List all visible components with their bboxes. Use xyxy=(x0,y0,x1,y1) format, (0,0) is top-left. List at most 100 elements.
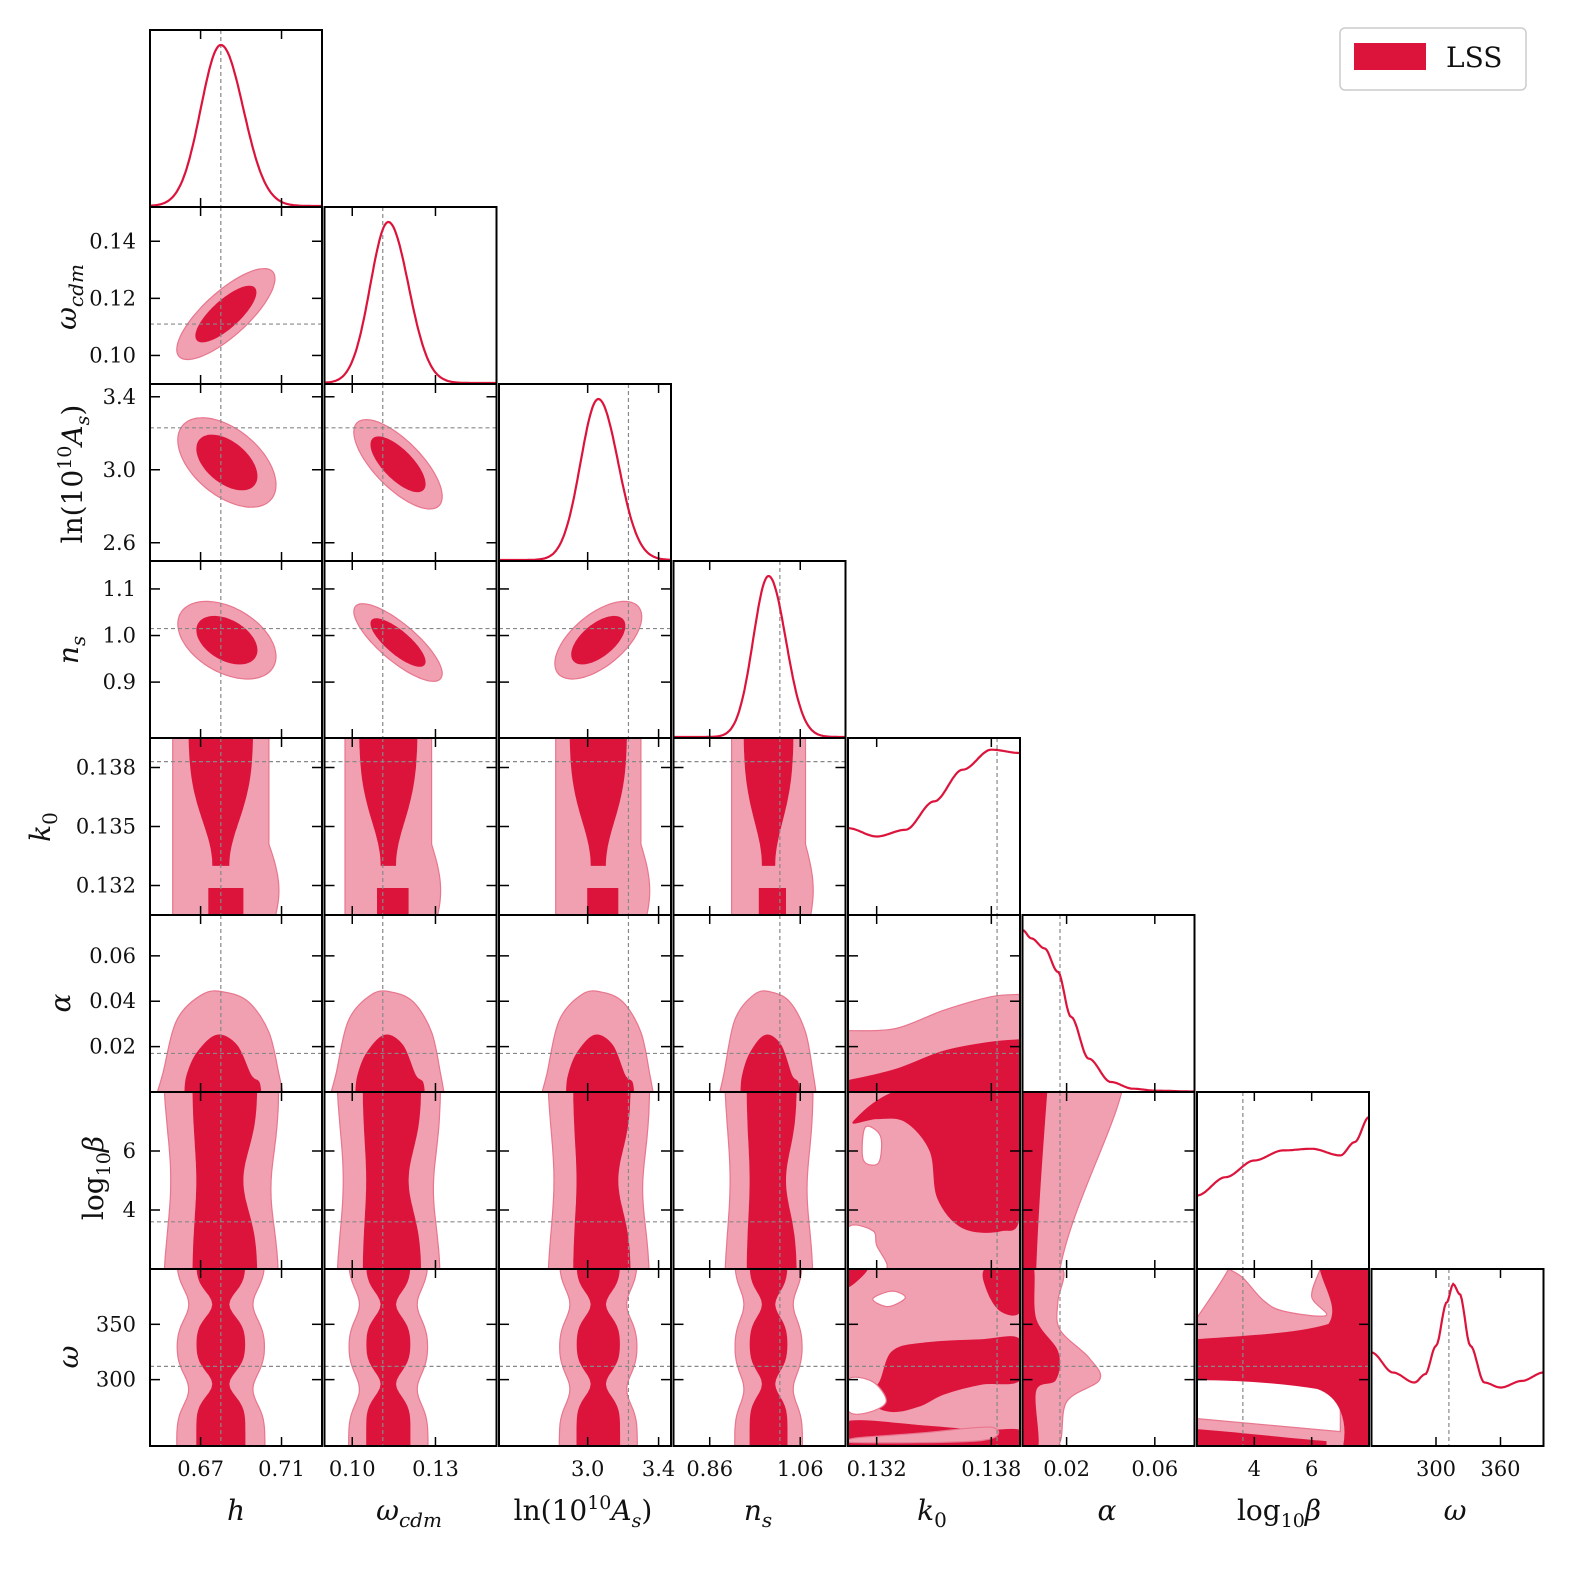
y-ticks-omega: 300 350 xyxy=(96,1312,136,1391)
y-tick-label: 0.10 xyxy=(89,343,136,367)
contour-68 xyxy=(569,738,627,866)
contour-68 xyxy=(743,738,794,866)
contour-68 xyxy=(1022,1092,1048,1269)
panel-frame xyxy=(149,1268,323,1447)
y-tick-label: 0.12 xyxy=(89,286,136,310)
y-tick-label: 0.06 xyxy=(89,944,136,968)
xlabel-k0: k0 xyxy=(917,1494,947,1532)
pair-panel-n_s-vs-h xyxy=(149,560,323,739)
y-ticks-ln10As: 2.6 3.0 3.4 xyxy=(103,385,136,555)
contour-95 xyxy=(848,1426,1000,1444)
pair-panel-log10beta-vs-h xyxy=(149,1091,323,1270)
panel-frame xyxy=(847,1268,1021,1447)
x-ticks-omega: 300 360 xyxy=(1416,1457,1521,1481)
contour-68 xyxy=(573,1092,631,1269)
contour-68 xyxy=(587,888,619,915)
contour-95 xyxy=(1022,1092,1123,1269)
x-tick-label: 0.06 xyxy=(1131,1457,1178,1481)
corner-panels: 0.10 0.12 0.14 2.6 3.0 3.4 0.9 1.0 1.1 0.132 0.135… xyxy=(76,29,1545,1481)
x-tick-label: 0.67 xyxy=(177,1457,224,1481)
pair-panel-k0-vs-h xyxy=(149,737,323,916)
pair-panel-alpha-vs-n_s xyxy=(672,914,847,1093)
ylabel-omega-cdm: ωcdm xyxy=(50,264,88,330)
contour-68 xyxy=(359,738,418,866)
y-tick-label: 0.04 xyxy=(89,989,136,1013)
contour-68 xyxy=(366,1269,411,1446)
y-tick-label: 0.14 xyxy=(89,229,136,253)
legend-label: LSS xyxy=(1446,41,1502,74)
ylabel-ln10as: ln(1010As) xyxy=(54,405,94,544)
pair-panel-omega-vs-k0 xyxy=(847,1268,1021,1447)
pair-panel-omega-vs-alpha xyxy=(1021,1268,1196,1447)
pair-panel-log10beta-vs-k0 xyxy=(847,1091,1021,1270)
y-axis-labels: ωcdm ln(1010As) ns k0 α log10β ω xyxy=(24,264,115,1368)
y-ticks-n_s: 0.9 1.0 1.1 xyxy=(103,577,136,694)
xlabel-log10beta: log10β xyxy=(1237,1494,1321,1532)
pair-panel-alpha-vs-k0 xyxy=(847,914,1021,1093)
marginal-curve-h xyxy=(150,43,322,207)
pair-panel-ln10As-vs-omega_cdm xyxy=(323,383,498,562)
x-ticks-omega_cdm: 0.10 0.13 xyxy=(329,1457,459,1481)
marginal-panel-omega_cdm xyxy=(323,206,498,385)
x-tick-label: 0.132 xyxy=(847,1457,907,1481)
contour-68 xyxy=(196,434,258,491)
panel-frame xyxy=(1196,1091,1370,1270)
contour-95 xyxy=(1022,1269,1102,1446)
panel-frame xyxy=(498,1268,672,1447)
pair-panel-k0-vs-omega_cdm xyxy=(323,737,498,916)
pair-panel-omega_cdm-vs-h xyxy=(149,206,323,385)
marginal-curve-omega_cdm xyxy=(324,220,497,384)
contour-68 xyxy=(852,1092,1020,1233)
marginal-curve-ln10As xyxy=(499,397,671,561)
pair-panel-omega-vs-n_s xyxy=(672,1268,847,1447)
contour-68 xyxy=(192,1092,258,1269)
legend-swatch xyxy=(1354,43,1426,70)
x-ticks-ln10As: 3.0 3.4 xyxy=(571,1457,675,1481)
y-tick-label: 3.0 xyxy=(103,458,136,482)
panel-frame xyxy=(1370,1268,1545,1447)
x-ticks-alpha: 0.02 0.06 xyxy=(1043,1457,1178,1481)
panel-frame xyxy=(672,1268,847,1447)
y-tick-label: 0.132 xyxy=(76,874,136,898)
pair-panel-k0-vs-ln10As xyxy=(498,737,672,916)
x-tick-label: 3.4 xyxy=(642,1457,675,1481)
contour-68 xyxy=(758,888,786,915)
ylabel-alpha: α xyxy=(44,993,77,1012)
x-tick-label: 1.06 xyxy=(777,1457,824,1481)
contour-68 xyxy=(848,1336,1020,1413)
x-tick-label: 360 xyxy=(1480,1457,1520,1481)
x-ticks-n_s: 0.86 1.06 xyxy=(686,1457,823,1481)
pair-panel-omega-vs-log10beta xyxy=(1196,1268,1370,1447)
contour-gap xyxy=(848,1376,887,1415)
contour-68 xyxy=(749,1269,788,1446)
marginal-panel-k0 xyxy=(847,737,1021,916)
contour-68 xyxy=(196,1269,246,1446)
xlabel-ns: ns xyxy=(744,1494,772,1532)
xlabel-omega: ω xyxy=(1444,1494,1467,1527)
y-tick-label: 2.6 xyxy=(103,531,136,555)
contour-68 xyxy=(184,1034,262,1092)
y-tick-label: 3.4 xyxy=(103,385,136,409)
xlabel-ln10as: ln(1010As) xyxy=(514,1492,653,1532)
contour-68 xyxy=(362,1092,422,1269)
ylabel-ns: ns xyxy=(52,636,90,664)
contour-68 xyxy=(370,618,426,667)
contour-68 xyxy=(746,1092,797,1269)
y-ticks-alpha: 0.02 0.04 0.06 xyxy=(89,944,136,1059)
y-tick-label: 350 xyxy=(96,1312,136,1336)
x-tick-label: 6 xyxy=(1305,1457,1318,1481)
y-tick-label: 0.138 xyxy=(76,756,136,780)
contour-68 xyxy=(355,1034,425,1092)
panel-frame xyxy=(149,29,323,208)
y-tick-label: 0.9 xyxy=(103,670,136,694)
pair-panel-log10beta-vs-ln10As xyxy=(498,1091,672,1270)
panel-frame xyxy=(1196,1268,1370,1447)
x-axis-labels: h ωcdm ln(1010As) ns k0 α log10β ω xyxy=(227,1492,1467,1532)
pair-panel-omega-vs-ln10As xyxy=(498,1268,672,1447)
panel-frame xyxy=(847,737,1021,916)
contour-gap xyxy=(872,1290,906,1308)
panel-frame xyxy=(1021,1268,1196,1447)
contour-68 xyxy=(370,436,426,493)
marginal-curve-alpha xyxy=(1022,928,1195,1092)
